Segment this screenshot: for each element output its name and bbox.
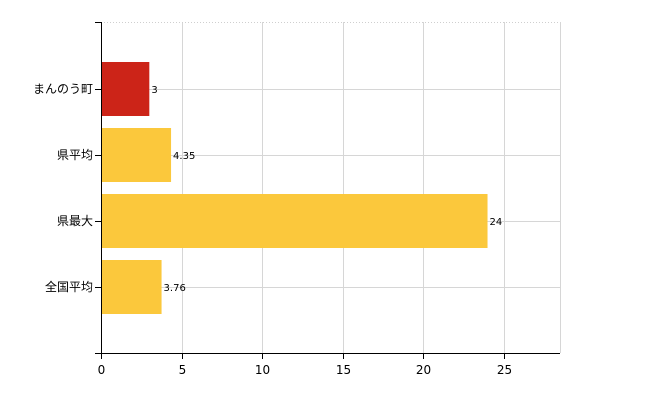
data-label: 24: [490, 217, 503, 228]
data-label: 3: [151, 85, 157, 96]
x-tick-label: 25: [497, 363, 512, 377]
bar: [102, 62, 150, 116]
bar: [102, 194, 488, 248]
grid-lines: [101, 22, 561, 353]
x-tick-label: 5: [179, 363, 187, 377]
x-tick-label: 15: [336, 363, 351, 377]
bar: [102, 128, 172, 182]
bars: [102, 62, 488, 314]
bar: [102, 260, 162, 314]
category-label: 全国平均: [45, 279, 93, 294]
category-label: まんのう町: [33, 82, 93, 96]
category-label: 県平均: [57, 148, 93, 162]
x-tick-label: 20: [416, 363, 431, 377]
axes: [95, 22, 560, 359]
x-tick-label: 0: [98, 363, 106, 377]
data-label: 3.76: [164, 283, 186, 294]
category-label: 県最大: [57, 214, 93, 228]
x-tick-label: 10: [255, 363, 270, 377]
data-label: 4.35: [173, 151, 195, 162]
